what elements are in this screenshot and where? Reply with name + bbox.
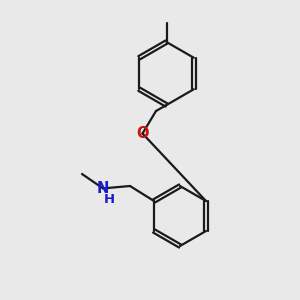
Text: H: H xyxy=(104,193,115,206)
Text: O: O xyxy=(136,126,149,141)
Text: N: N xyxy=(97,181,109,196)
